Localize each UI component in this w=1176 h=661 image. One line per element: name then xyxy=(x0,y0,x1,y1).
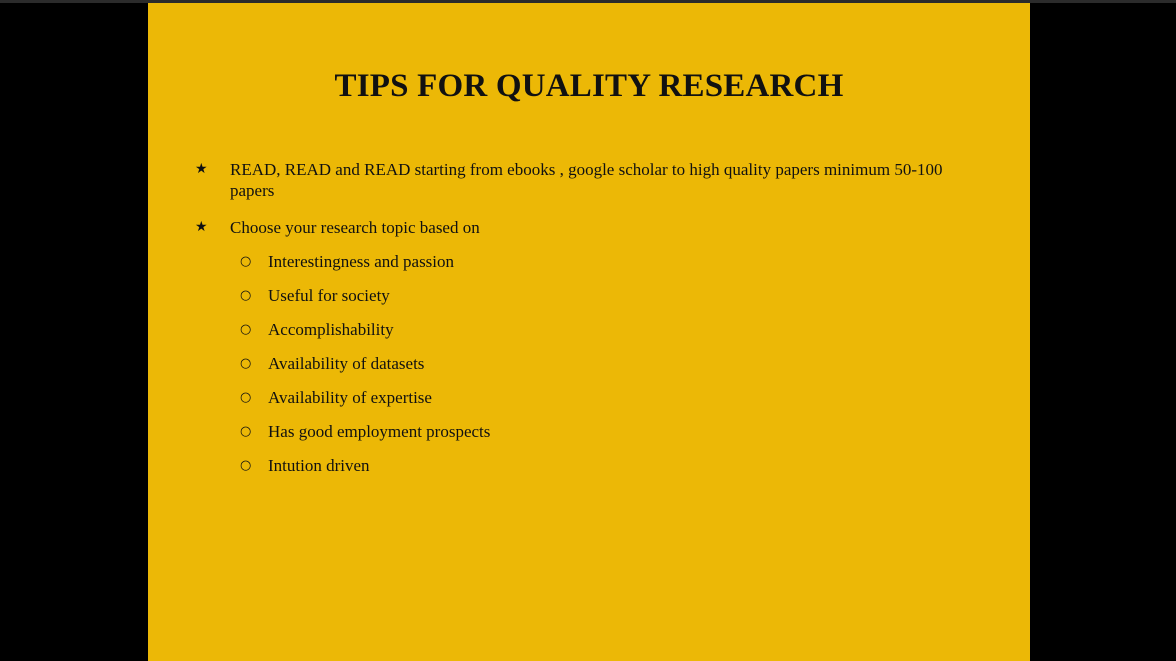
circle-bullet-icon: ○ xyxy=(240,356,252,371)
sub-bullet-text: Accomplishability xyxy=(268,320,394,339)
sub-bullet-item: ○ Interestingness and passion xyxy=(240,251,840,272)
bullet-item: ★ READ, READ and READ starting from eboo… xyxy=(195,159,985,201)
slide-title: TIPS FOR QUALITY RESEARCH xyxy=(334,68,844,104)
sub-bullet-item: ○ Useful for society xyxy=(240,285,840,306)
sub-bullet-item: ○ Accomplishability xyxy=(240,319,840,340)
sub-bullet-text: Has good employment prospects xyxy=(268,422,491,441)
sub-bullet-text: Interestingness and passion xyxy=(268,252,455,271)
circle-bullet-icon: ○ xyxy=(240,390,252,405)
sub-bullet-text: Useful for society xyxy=(268,286,390,305)
circle-bullet-icon: ○ xyxy=(240,458,252,473)
sub-bullet-text: Availability of expertise xyxy=(268,388,432,407)
circle-bullet-icon: ○ xyxy=(240,424,252,439)
circle-bullet-icon: ○ xyxy=(240,254,252,269)
star-bullet-icon: ★ xyxy=(195,219,208,235)
sub-bullet-item: ○ Availability of expertise xyxy=(240,387,840,408)
bullet-item: ★ Choose your research topic based on xyxy=(195,217,985,238)
sub-bullet-item: ○ Has good employment prospects xyxy=(240,421,840,442)
top-border xyxy=(0,0,1176,3)
star-bullet-icon: ★ xyxy=(195,161,208,177)
sub-bullet-text: Intution driven xyxy=(268,456,370,475)
circle-bullet-icon: ○ xyxy=(240,288,252,303)
slide: TIPS FOR QUALITY RESEARCH ★ READ, READ a… xyxy=(148,3,1030,661)
sub-bullet-item: ○ Availability of datasets xyxy=(240,353,840,374)
circle-bullet-icon: ○ xyxy=(240,322,252,337)
sub-bullet-text: Availability of datasets xyxy=(268,354,425,373)
bullet-text: Choose your research topic based on xyxy=(230,218,480,237)
sub-bullet-item: ○ Intution driven xyxy=(240,455,840,476)
bullet-text: READ, READ and READ starting from ebooks… xyxy=(230,160,943,200)
